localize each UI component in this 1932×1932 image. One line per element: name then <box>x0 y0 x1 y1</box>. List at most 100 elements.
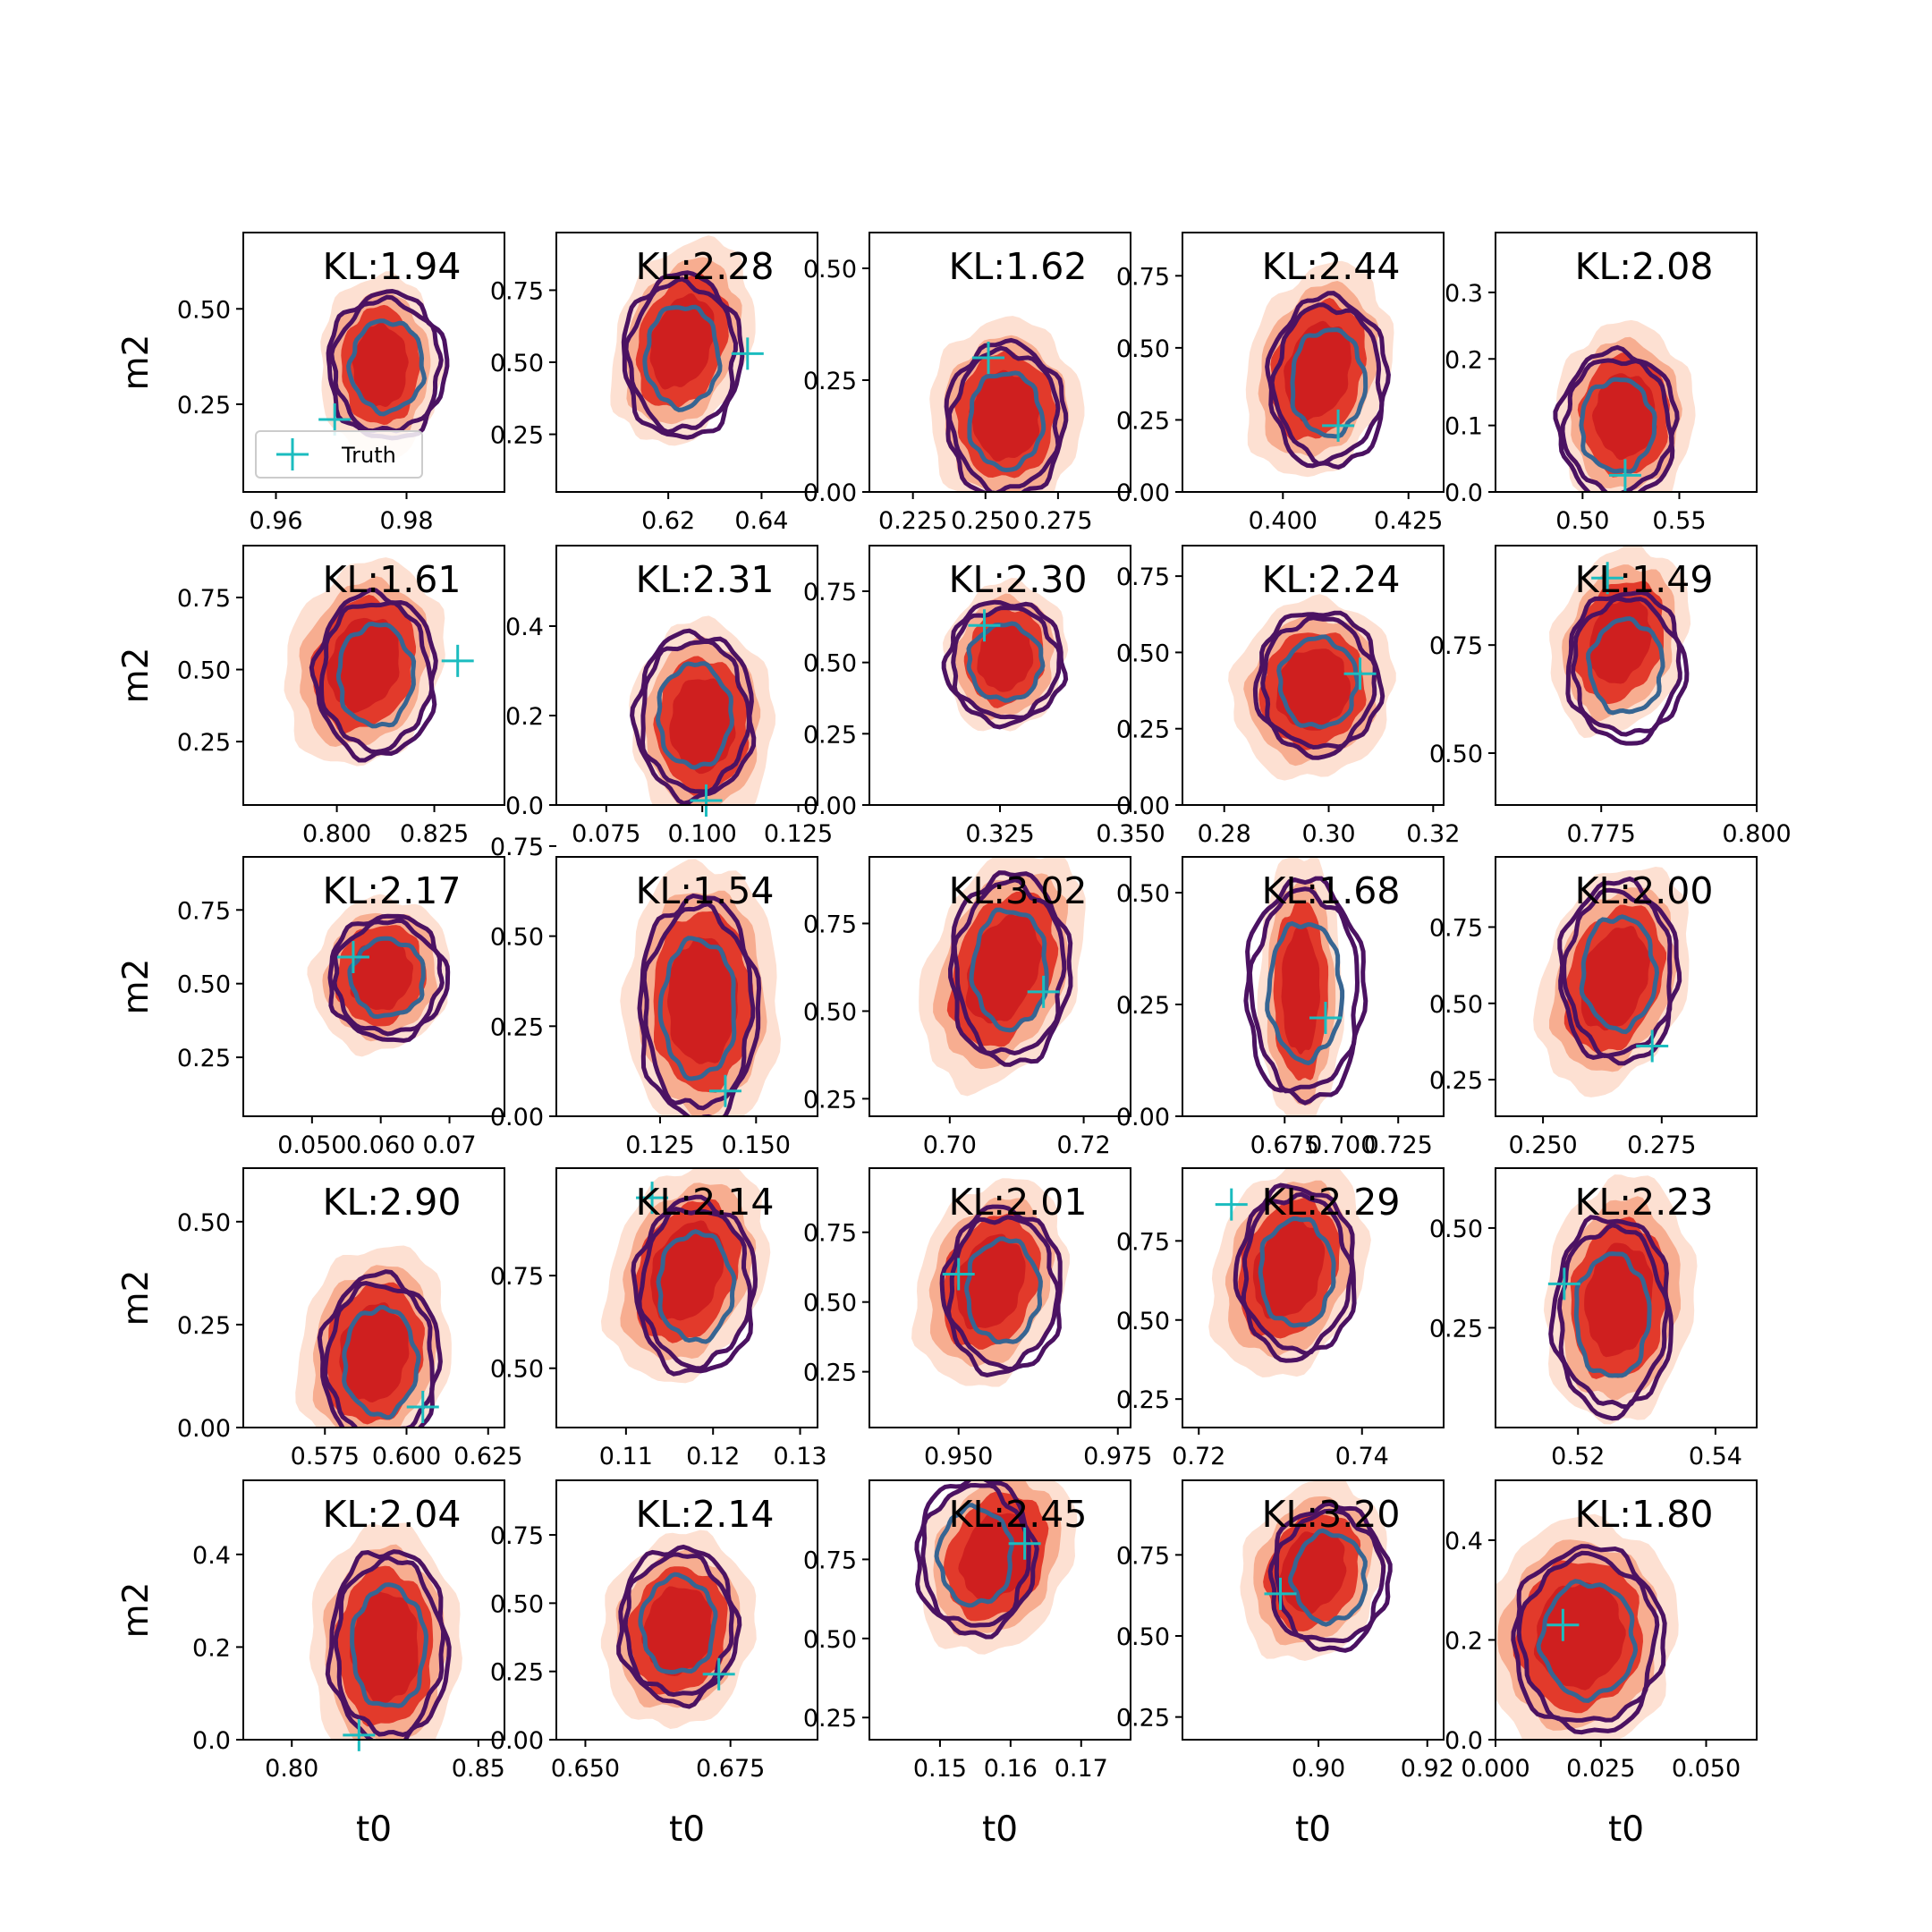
model-contour-inner <box>642 304 723 412</box>
truth-marker <box>1215 1188 1248 1221</box>
plot-area <box>629 615 776 805</box>
truth-marker <box>1264 1577 1297 1610</box>
y-tick-label: 0.75 <box>490 277 544 305</box>
kl-label: KL:2.29 <box>1262 1181 1401 1224</box>
x-tick-label: 0.275 <box>1023 507 1092 535</box>
truth-marker <box>1591 562 1624 595</box>
kl-label: KL:1.80 <box>1575 1493 1714 1536</box>
y-tick-label: 0.2 <box>1445 1627 1483 1655</box>
x-tick-label: 0.675 <box>1250 1131 1319 1159</box>
x-tick-label: 0.600 <box>372 1443 441 1470</box>
axes-frame <box>1182 1167 1445 1428</box>
subplot: KL:2.29 0.72 0.74 0.25 0.50 0.75 <box>1116 1167 1445 1470</box>
y-tick-label: 0.50 <box>1116 1308 1170 1335</box>
y-axis-label: m2 <box>116 648 157 704</box>
subplot: KL:2.01 0.950 0.975 0.25 0.50 0.75 <box>803 1167 1152 1470</box>
model-contour-middle <box>1556 1223 1670 1410</box>
y-tick-label: 0.00 <box>1116 479 1170 507</box>
model-contour-outer <box>1243 876 1368 1106</box>
truth-marker <box>1636 1030 1669 1063</box>
y-tick-label: 0.0 <box>505 792 544 820</box>
y-tick-label: 0.50 <box>1116 1623 1170 1651</box>
y-tick-label: 0.4 <box>1445 1528 1483 1555</box>
y-tick-label: 0.2 <box>1445 346 1483 374</box>
y-tick-label: 0.4 <box>505 614 544 641</box>
model-contour-middle <box>1269 302 1385 466</box>
subplot: KL:3.02 0.70 0.72 0.25 0.50 0.75 <box>803 856 1131 1159</box>
model-contour-middle <box>1516 1550 1660 1723</box>
model-contour-inner <box>1276 634 1360 730</box>
x-tick-label: 0.52 <box>1551 1443 1605 1470</box>
y-tick-label: 0.50 <box>803 1290 857 1318</box>
axes-frame <box>555 545 818 806</box>
plot-area <box>307 894 451 1057</box>
plot-area <box>1553 319 1696 492</box>
truth-marker <box>636 1182 669 1215</box>
y-tick-label: 0.0 <box>1445 479 1483 507</box>
model-contour-outer <box>309 587 438 763</box>
model-contour-inner <box>1573 1251 1652 1378</box>
x-tick-label: 0.060 <box>346 1131 415 1159</box>
x-tick-label: 0.100 <box>668 820 737 848</box>
model-contour-outer <box>630 628 757 805</box>
model-contour-inner <box>966 621 1046 703</box>
kl-label: KL:2.31 <box>636 558 775 601</box>
x-tick-label: 0.800 <box>1722 820 1791 848</box>
axes-frame <box>1182 545 1445 806</box>
subplot: KL:2.14 0.11 0.12 0.13 0.50 0.75 <box>490 1167 827 1470</box>
model-contour-middle <box>1260 615 1377 750</box>
y-tick-label: 0.00 <box>177 1415 231 1443</box>
axes-frame <box>242 1479 505 1741</box>
x-tick-label: 0.07 <box>422 1131 476 1159</box>
density-level-4 <box>641 1586 713 1676</box>
y-tick-label: 0.25 <box>1429 1067 1483 1095</box>
truth-marker <box>406 1390 439 1423</box>
truth-marker <box>1608 459 1641 492</box>
x-tick-label: 0.425 <box>1374 507 1443 535</box>
kl-label: KL:3.02 <box>949 869 1088 912</box>
y-tick-label: 0.75 <box>1116 1542 1170 1570</box>
plot-area <box>1243 857 1368 1116</box>
plot-area <box>320 271 450 461</box>
y-tick-label: 0.0 <box>1445 1727 1483 1755</box>
y-tick-label: 0.00 <box>803 479 857 507</box>
truth-marker <box>1547 1267 1580 1301</box>
subplot: KL:2.17 0.050 0.060 0.07 0.25 0.50 0.75 m2 <box>116 856 505 1159</box>
model-contour-middle <box>333 1555 446 1737</box>
y-tick-label: 0.50 <box>803 650 857 678</box>
y-tick-label: 0.75 <box>803 579 857 606</box>
model-contour-inner <box>655 661 734 770</box>
kl-label: KL:2.28 <box>636 245 775 288</box>
model-contour-outer <box>914 1480 1039 1640</box>
model-contour-middle <box>323 1280 435 1428</box>
x-tick-label: 0.400 <box>1249 507 1318 535</box>
x-tick-label: 0.625 <box>453 1443 522 1470</box>
x-tick-label: 0.025 <box>1566 1755 1635 1783</box>
y-tick-label: 0.50 <box>803 998 857 1026</box>
y-axis-label: m2 <box>116 959 157 1015</box>
x-tick-label: 0.575 <box>291 1443 360 1470</box>
truth-marker <box>690 784 723 817</box>
axes-frame <box>1495 856 1758 1117</box>
kl-label: KL:2.01 <box>949 1181 1088 1224</box>
y-tick-label: 0.50 <box>490 924 544 952</box>
model-contour-inner <box>342 1305 421 1420</box>
subplot: KL:2.90 0.575 0.600 0.625 0.00 0.25 0.50 m2 <box>116 1167 522 1470</box>
axes-frame <box>242 1167 505 1428</box>
truth-marker <box>972 342 1005 374</box>
density-level-4 <box>349 1590 419 1704</box>
x-tick-label: 0.28 <box>1198 820 1251 848</box>
model-contour-inner <box>1265 920 1345 1066</box>
legend-truth-marker <box>276 438 309 470</box>
x-tick-label: 0.250 <box>951 507 1020 535</box>
x-tick-label: 0.72 <box>1172 1443 1225 1470</box>
x-tick-label: 0.150 <box>722 1131 791 1159</box>
y-tick-label: 0.50 <box>1429 1216 1483 1243</box>
y-tick-label: 0.50 <box>490 1356 544 1384</box>
model-contour-outer <box>1511 1544 1667 1735</box>
model-contour-inner <box>350 1582 429 1708</box>
x-tick-label: 0.32 <box>1406 820 1460 848</box>
model-contour-middle <box>952 877 1067 1056</box>
truth-marker <box>318 402 352 436</box>
